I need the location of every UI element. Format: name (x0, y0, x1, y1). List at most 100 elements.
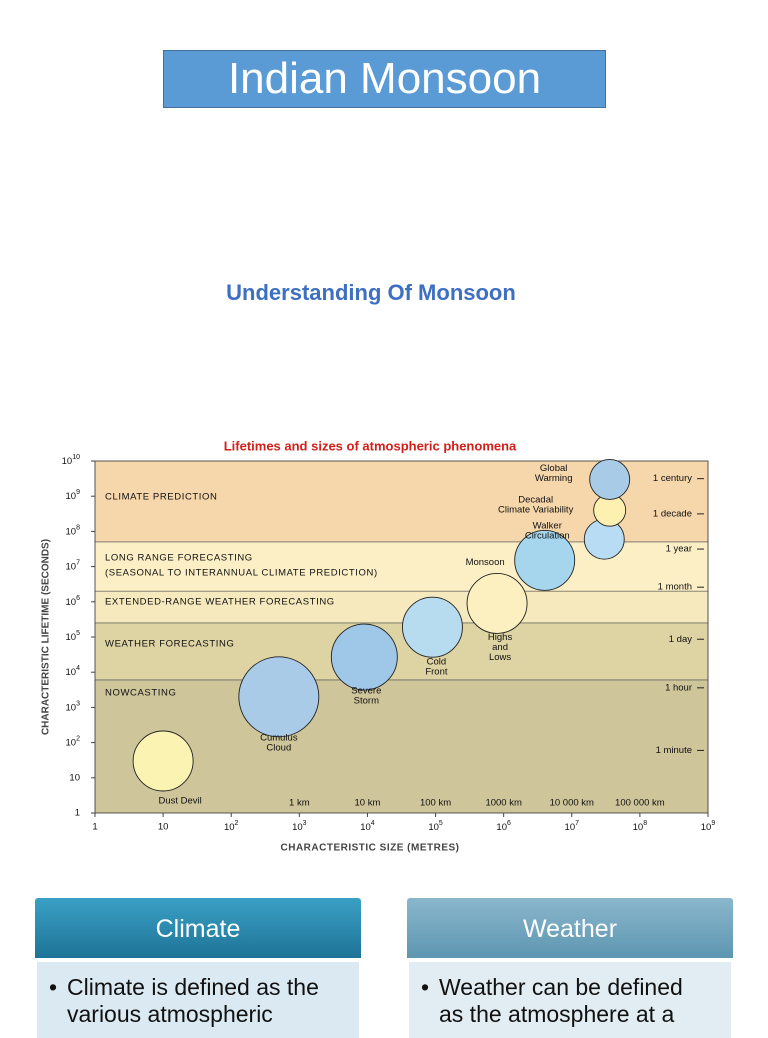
tick-exponent: 3 (303, 820, 307, 827)
card-body: Climate is defined as the various atmosp… (37, 962, 359, 1038)
size-marker-label: 10 000 km (550, 798, 594, 809)
band (94, 622, 709, 681)
tick-base: 10 (66, 561, 77, 572)
phenomenon-label: Global (540, 463, 567, 474)
y-tick-label: 102 (66, 735, 81, 748)
x-axis-label: CHARACTERISTIC SIZE (METRES) (281, 843, 460, 854)
tick-exponent: 4 (76, 665, 80, 672)
tick-base: 10 (292, 822, 303, 833)
y-tick-label: 10 (69, 772, 80, 783)
tick-exponent: 6 (507, 820, 511, 827)
tick-base: 10 (565, 822, 576, 833)
x-tick-label: 10 (158, 822, 169, 833)
phenomenon-label: Decadal (518, 495, 553, 506)
phenomenon-label: Lows (489, 652, 511, 663)
tick-base: 10 (62, 456, 73, 467)
tick-exponent: 10 (72, 454, 80, 461)
phenomenon-label: Cloud (266, 742, 291, 753)
band-label: EXTENDED-RANGE WEATHER FORECASTING (105, 597, 335, 608)
card-title: Climate (35, 898, 361, 958)
card-title: Weather (407, 898, 733, 958)
tick-base: 10 (66, 596, 77, 607)
tick-exponent: 5 (439, 820, 443, 827)
tick-exponent: 3 (76, 700, 80, 707)
phenomenon (514, 529, 576, 591)
x-tick-label: 102 (224, 820, 239, 833)
phenomenon (466, 572, 528, 634)
size-marker-label: 1000 km (485, 798, 522, 809)
tick-exponent: 8 (643, 820, 647, 827)
phenomenon-label: Storm (354, 696, 379, 707)
tick-exponent: 9 (76, 489, 80, 496)
band-label: LONG RANGE FORECASTING (105, 553, 253, 564)
phenomenon-label: Cold (427, 657, 447, 668)
chart: Lifetimes and sizes of atmospheric pheno… (41, 438, 716, 854)
band-label: NOWCASTING (105, 688, 176, 699)
card-text: various atmospheric (67, 1001, 273, 1027)
card-text: as the atmosphere at a (439, 1001, 675, 1027)
tick-base: 10 (66, 737, 77, 748)
tick-base: 10 (360, 822, 371, 833)
x-tick-label: 103 (292, 820, 307, 833)
title: Indian Monsoon (163, 50, 606, 108)
tick-exponent: 7 (76, 559, 80, 566)
size-marker-label: 100 000 km (615, 798, 665, 809)
card: Weather Weather can be defined as the at… (407, 898, 733, 1038)
tick-exponent: 2 (76, 735, 80, 742)
time-marker-label: 1 hour (665, 682, 692, 693)
tick-base: 10 (66, 632, 77, 643)
y-tick-label: 1010 (62, 454, 80, 467)
tick-exponent: 2 (235, 820, 239, 827)
phenomenon (589, 458, 631, 500)
band-label: WEATHER FORECASTING (105, 639, 234, 650)
tick-base: 10 (428, 822, 439, 833)
x-tick-label: 104 (360, 820, 375, 833)
tick-base: 10 (633, 822, 644, 833)
tick-base: 10 (496, 822, 507, 833)
x-tick-label: 1 (92, 822, 97, 833)
tick-exponent: 7 (575, 820, 579, 827)
tick-exponent: 8 (76, 524, 80, 531)
phenomenon-label: Highs (488, 632, 513, 643)
y-tick-label: 103 (66, 700, 81, 713)
tick-base: 10 (66, 702, 77, 713)
y-tick-label: 105 (66, 630, 81, 643)
y-tick-label: 106 (66, 595, 81, 608)
phenomenon-label: and (492, 642, 508, 653)
phenomenon-label: Dust Devil (158, 796, 201, 807)
size-marker-label: 100 km (420, 798, 451, 809)
x-tick-label: 108 (633, 820, 648, 833)
phenomenon-label: Walker (533, 521, 562, 532)
card-text: Climate is defined as the (67, 974, 319, 1000)
size-marker-label: 10 km (355, 798, 381, 809)
phenomenon-label: Severe (351, 686, 381, 697)
x-tick-label: 107 (565, 820, 580, 833)
band-label: CLIMATE PREDICTION (105, 492, 218, 503)
y-tick-label: 108 (66, 524, 81, 537)
band (94, 590, 709, 624)
phenomenon (330, 623, 398, 691)
time-marker-label: 1 minute (656, 745, 692, 756)
x-tick-label: 106 (496, 820, 511, 833)
band-label: (SEASONAL TO INTERANNUAL CLIMATE PREDICT… (105, 568, 378, 579)
phenomenon (401, 596, 463, 658)
phenomenon (132, 730, 194, 792)
y-tick-label: 1 (75, 808, 80, 819)
x-tick-label: 109 (701, 820, 716, 833)
phenomenon (238, 656, 320, 738)
subtitle: Understanding Of Monsoon (226, 280, 516, 305)
tick-base: 10 (224, 822, 235, 833)
time-marker-label: 1 decade (653, 508, 692, 519)
size-marker-label: 1 km (289, 798, 310, 809)
chart-title: Lifetimes and sizes of atmospheric pheno… (224, 438, 517, 453)
card-text: Weather can be defined (439, 974, 683, 1000)
y-tick-label: 109 (66, 489, 81, 502)
phenomenon-label: Front (425, 667, 448, 678)
phenomenon-label: Cumulus (260, 732, 298, 743)
y-tick-label: 104 (66, 665, 81, 678)
y-axis-label: CHARACTERISTIC LIFETIME (SECONDS) (41, 539, 52, 735)
time-marker-label: 1 day (669, 634, 692, 645)
time-marker-label: 1 year (666, 544, 692, 555)
time-marker-label: 1 month (658, 582, 692, 593)
